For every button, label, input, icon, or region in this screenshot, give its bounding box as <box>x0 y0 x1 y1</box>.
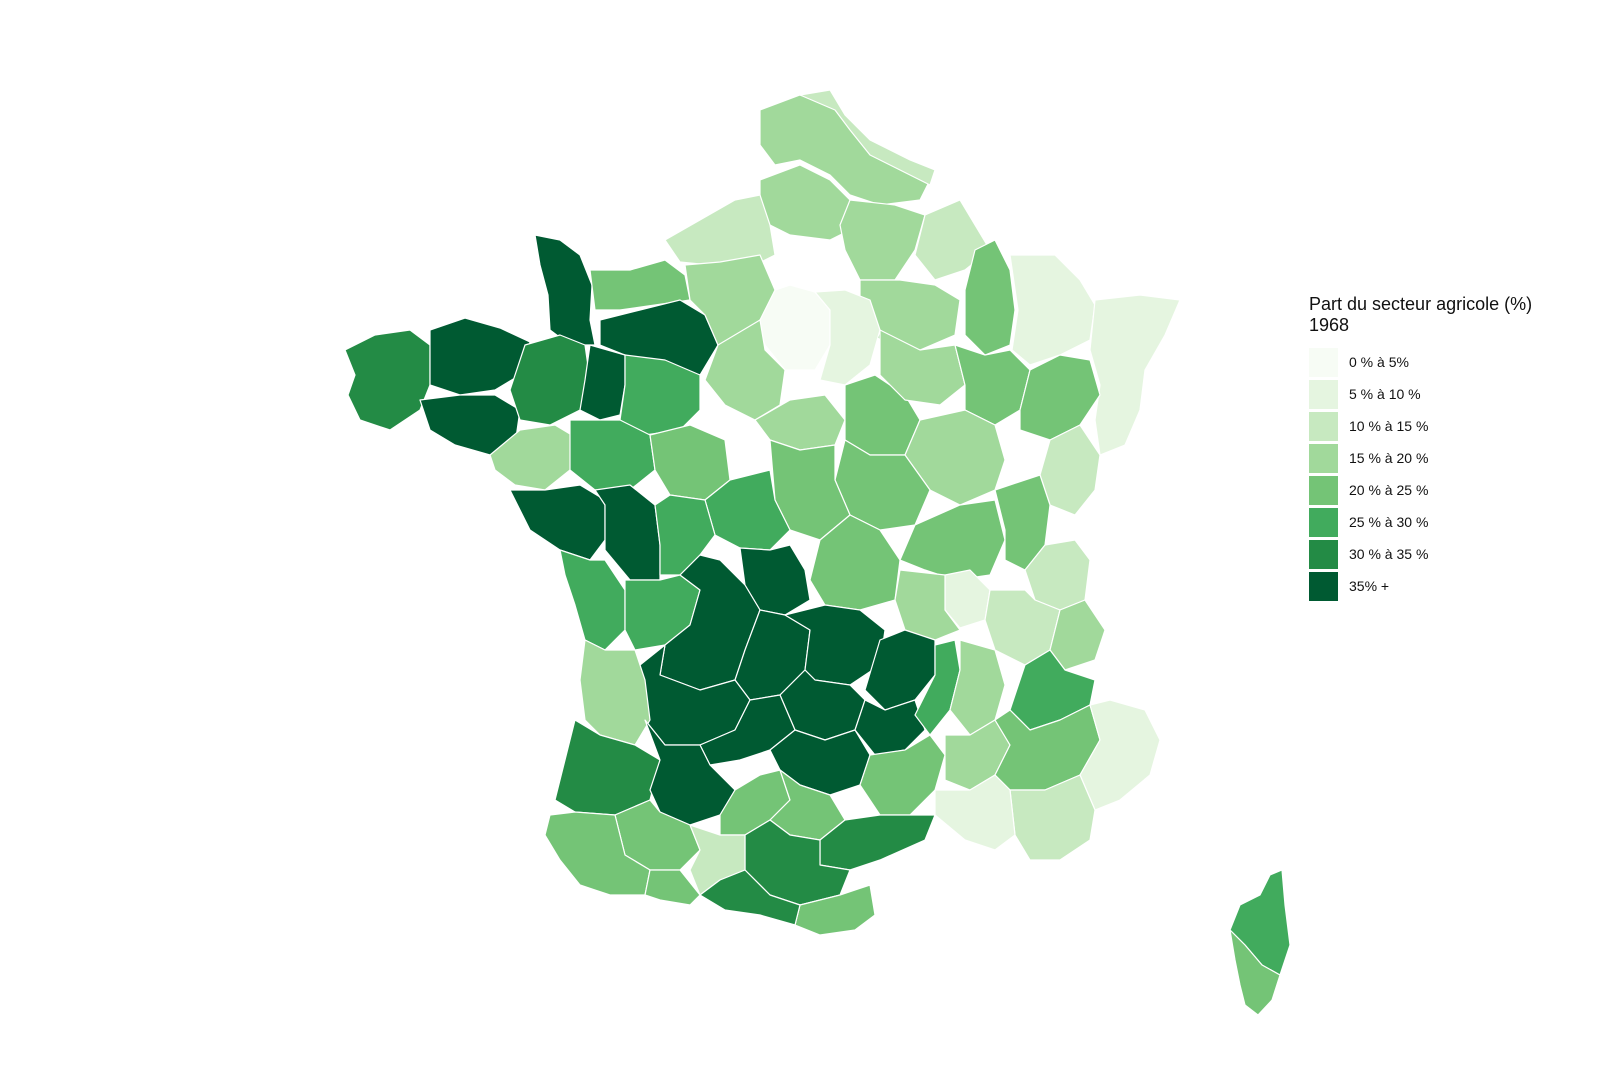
region-haute-saone <box>1019 354 1101 441</box>
legend-label: 15 % à 20 % <box>1349 450 1429 466</box>
region-puy-de-dome <box>784 604 886 686</box>
legend-swatch <box>1309 571 1338 601</box>
legend-swatch <box>1309 539 1338 569</box>
region-saone-et-loire <box>899 499 1006 581</box>
legend-label: 0 % à 5% <box>1349 354 1409 370</box>
region-manche <box>534 234 596 346</box>
region-pyrenees-orientales <box>794 884 876 936</box>
region-indre-et-loire <box>649 424 731 501</box>
region-ariege <box>699 869 801 926</box>
legend-year: 1968 <box>1309 315 1350 335</box>
region-indre <box>704 469 791 551</box>
legend-swatch <box>1309 443 1338 473</box>
legend-item: 5 % à 10 % <box>1309 378 1579 410</box>
region-maine-et-loire <box>569 419 656 491</box>
legend-swatch <box>1309 379 1338 409</box>
region-seine-et-marne <box>814 289 881 386</box>
legend-title-text: Part du secteur agricole (%) <box>1309 294 1533 314</box>
region-alpes-maritimes <box>1079 699 1161 811</box>
legend-title: Part du secteur agricole (%) 1968 <box>1309 294 1579 336</box>
legend-item: 10 % à 15 % <box>1309 410 1579 442</box>
region-gironde <box>579 639 651 746</box>
legend-item: 25 % à 30 % <box>1309 506 1579 538</box>
region-loire <box>894 569 961 641</box>
region-moselle <box>1009 254 1096 366</box>
region-corse-sud <box>1229 929 1281 1016</box>
legend-item: 0 % à 5% <box>1309 346 1579 378</box>
region-bouches-du-rhone <box>934 774 1016 851</box>
region-eure-et-loir <box>704 319 786 421</box>
region-ardeche <box>914 639 961 736</box>
legend-label: 5 % à 10 % <box>1349 386 1421 402</box>
legend-swatch <box>1309 507 1338 537</box>
region-aube <box>879 329 966 406</box>
region-var <box>1009 774 1096 861</box>
region-alsace <box>1089 294 1181 456</box>
region-charente-maritime <box>559 549 626 651</box>
legend-swatch <box>1309 411 1338 441</box>
legend-item: 35% + <box>1309 570 1579 602</box>
region-pas-de-calais <box>799 89 936 186</box>
legend-item: 30 % à 35 % <box>1309 538 1579 570</box>
region-finistere <box>344 329 431 431</box>
legend-label: 10 % à 15 % <box>1349 418 1429 434</box>
legend-label: 25 % à 30 % <box>1349 514 1429 530</box>
legend-item: 15 % à 20 % <box>1309 442 1579 474</box>
legend-swatch <box>1309 475 1338 505</box>
map-legend: Part du secteur agricole (%) 1968 0 % à … <box>1309 294 1579 602</box>
region-seine-maritime <box>664 194 776 271</box>
legend-label: 35% + <box>1349 578 1390 594</box>
region-haute-loire <box>864 629 936 711</box>
legend-label: 20 % à 25 % <box>1349 482 1429 498</box>
region-aisne <box>839 199 926 281</box>
legend-swatch <box>1309 347 1338 377</box>
legend-item: 20 % à 25 % <box>1309 474 1579 506</box>
region-meuse <box>964 239 1016 356</box>
region-vendee <box>509 484 606 561</box>
legend-label: 30 % à 35 % <box>1349 546 1429 562</box>
region-hautes-pyrenees <box>644 869 701 906</box>
